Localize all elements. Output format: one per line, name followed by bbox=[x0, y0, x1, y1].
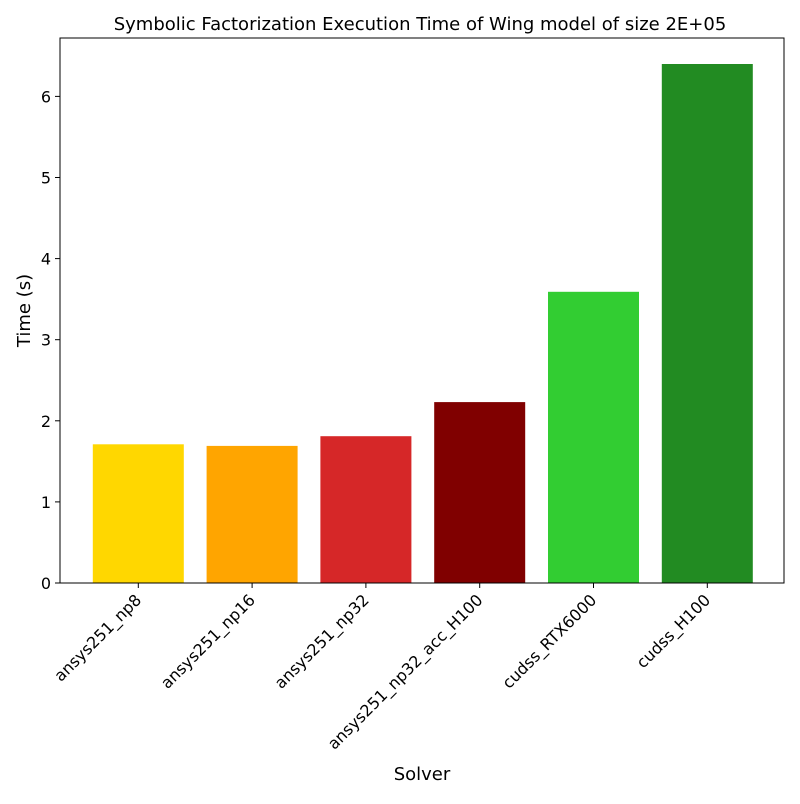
y-tick-label: 1 bbox=[41, 493, 51, 512]
bars-layer bbox=[92, 64, 753, 583]
y-tick-label: 5 bbox=[41, 168, 51, 187]
y-tick-label: 0 bbox=[41, 574, 51, 593]
y-tick-label: 2 bbox=[41, 412, 51, 431]
bar-ansys251_np32_acc_H100 bbox=[434, 402, 526, 583]
y-tick-label: 6 bbox=[41, 87, 51, 106]
bar-ansys251_np8 bbox=[92, 444, 184, 583]
bar-cudss_RTX6000 bbox=[548, 291, 639, 583]
y-axis-label: Time (s) bbox=[14, 274, 35, 348]
chart-title: Symbolic Factorization Execution Time of… bbox=[114, 14, 727, 35]
y-axis: 0 1 2 3 4 5 6 bbox=[41, 87, 60, 593]
bar-ansys251_np32 bbox=[320, 436, 412, 583]
plot-frame bbox=[59, 37, 785, 584]
x-axis-label: Solver bbox=[394, 764, 451, 785]
y-tick-label: 3 bbox=[41, 331, 51, 350]
bar-cudss_H100 bbox=[661, 64, 753, 583]
bar-ansys251_np16 bbox=[206, 445, 298, 583]
y-tick-label: 4 bbox=[41, 250, 51, 269]
